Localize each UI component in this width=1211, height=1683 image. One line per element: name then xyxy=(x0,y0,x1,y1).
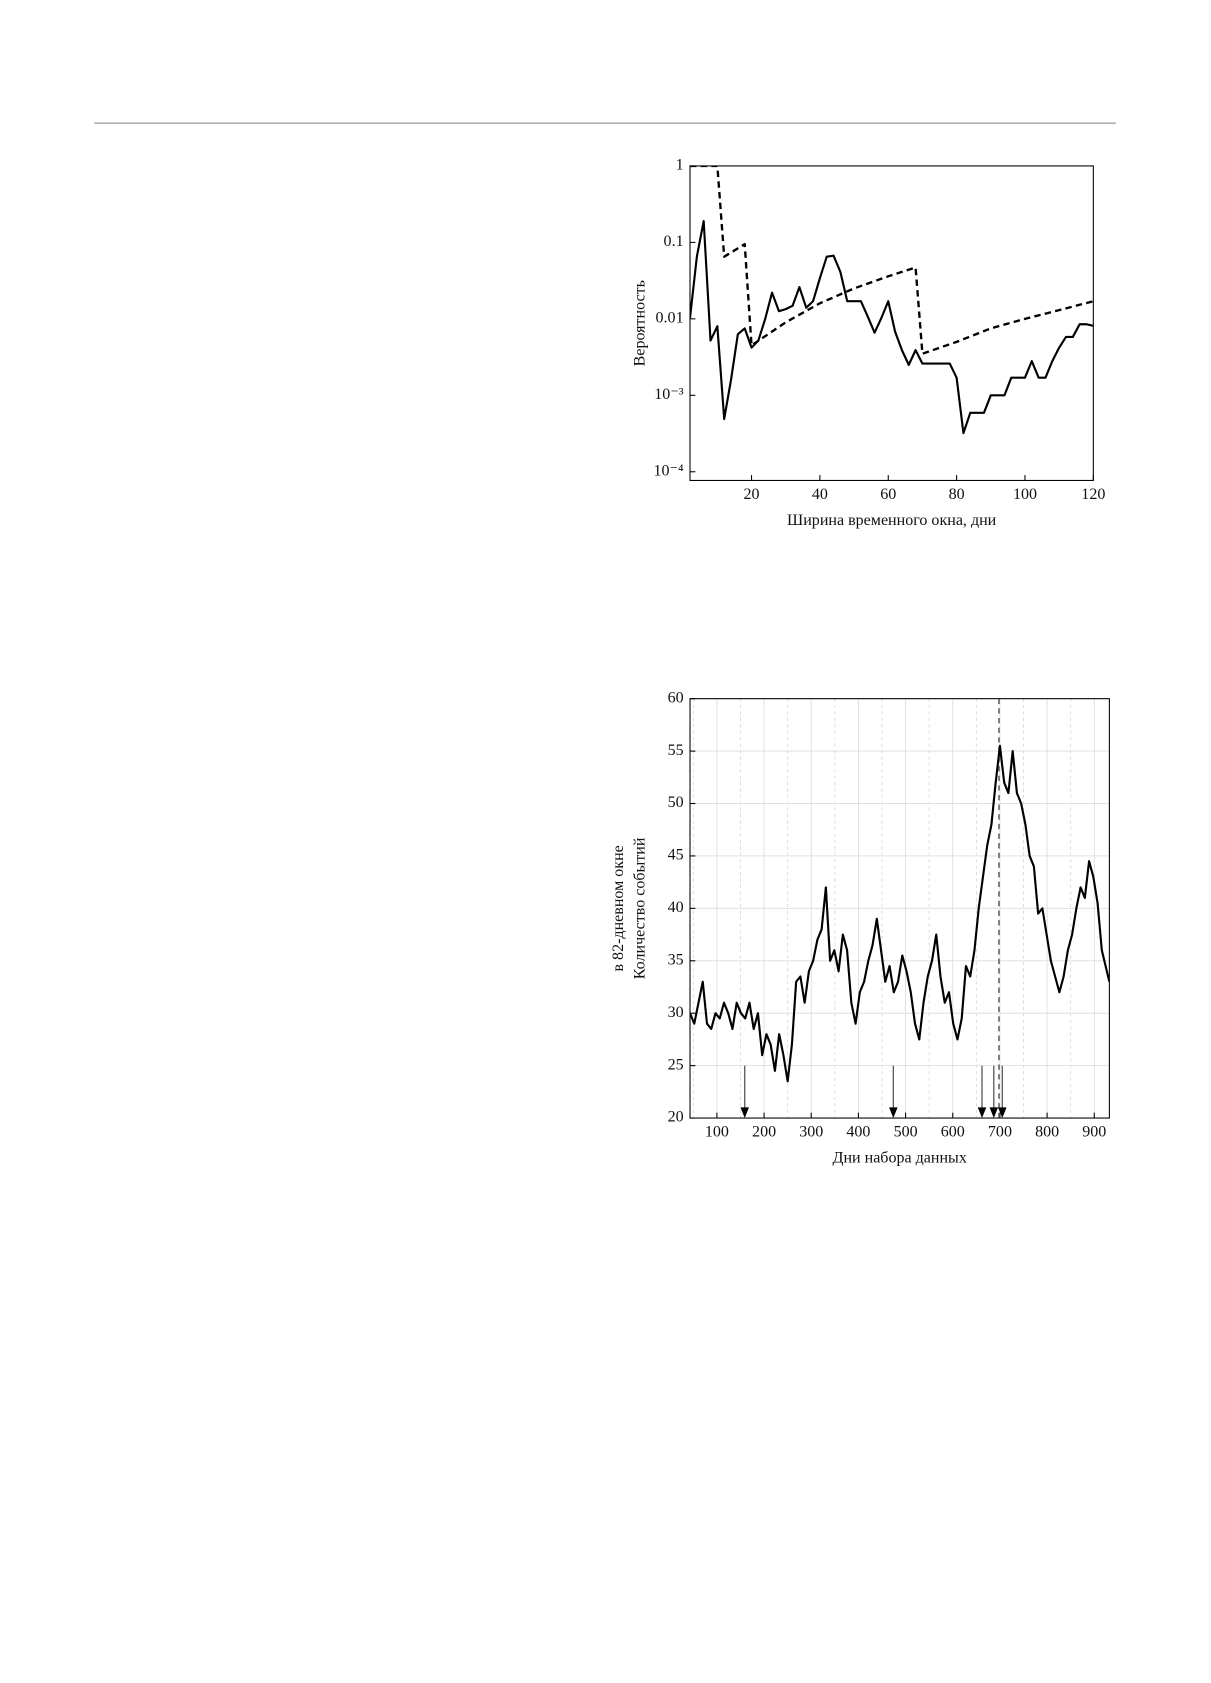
plot-frame xyxy=(689,165,1094,481)
x-tick-label: 500 xyxy=(894,1124,918,1141)
y-axis-label: Вероятность xyxy=(631,280,648,366)
y-tick-label: 50 xyxy=(668,794,684,811)
x-axis-label: Дни набора данных xyxy=(833,1149,967,1166)
x-tick-label: 120 xyxy=(1081,486,1105,503)
y-tick-label: 30 xyxy=(668,1004,684,1021)
x-tick-label: 80 xyxy=(949,486,965,503)
x-tick-label: 20 xyxy=(744,486,760,503)
arrow-head xyxy=(998,1107,1007,1119)
arrow-head xyxy=(740,1107,750,1119)
arrow-head xyxy=(889,1107,898,1119)
y-tick-label: 1 xyxy=(676,157,684,174)
y-tick-label: 10⁻⁴ xyxy=(654,462,684,479)
y-tick-label: 10⁻³ xyxy=(654,386,683,403)
arrow-head xyxy=(989,1107,999,1119)
y-tick-label: 35 xyxy=(668,951,684,968)
x-tick-label: 400 xyxy=(846,1124,870,1141)
data-line xyxy=(690,744,1110,1083)
x-tick-label: 100 xyxy=(1013,486,1037,503)
y-tick-label: 40 xyxy=(668,899,684,916)
y-tick-label: 55 xyxy=(668,742,684,759)
data-line xyxy=(690,165,1094,355)
x-tick-label: 700 xyxy=(988,1124,1012,1141)
x-tick-label: 60 xyxy=(880,486,896,503)
x-tick-label: 900 xyxy=(1082,1124,1106,1141)
plot-frame xyxy=(689,698,1110,1119)
x-tick-label: 600 xyxy=(941,1124,965,1141)
x-tick-label: 40 xyxy=(812,486,828,503)
y-tick-label: 25 xyxy=(668,1056,684,1073)
y-tick-label: 60 xyxy=(668,689,684,706)
x-tick-label: 200 xyxy=(752,1124,776,1141)
y-tick-label: 45 xyxy=(668,847,684,864)
y-axis-label: в 82-дневном окне xyxy=(610,845,627,971)
y-tick-label: 0.01 xyxy=(656,310,684,327)
y-tick-label: 0.1 xyxy=(664,233,684,250)
x-tick-label: 100 xyxy=(705,1124,729,1141)
y-axis-label: Количество событий xyxy=(631,837,648,979)
arrow-head xyxy=(977,1107,987,1119)
x-tick-label: 300 xyxy=(799,1124,823,1141)
y-tick-label: 20 xyxy=(668,1109,684,1126)
x-axis-label: Ширина временного окна, дни xyxy=(787,512,997,529)
x-tick-label: 800 xyxy=(1035,1124,1059,1141)
